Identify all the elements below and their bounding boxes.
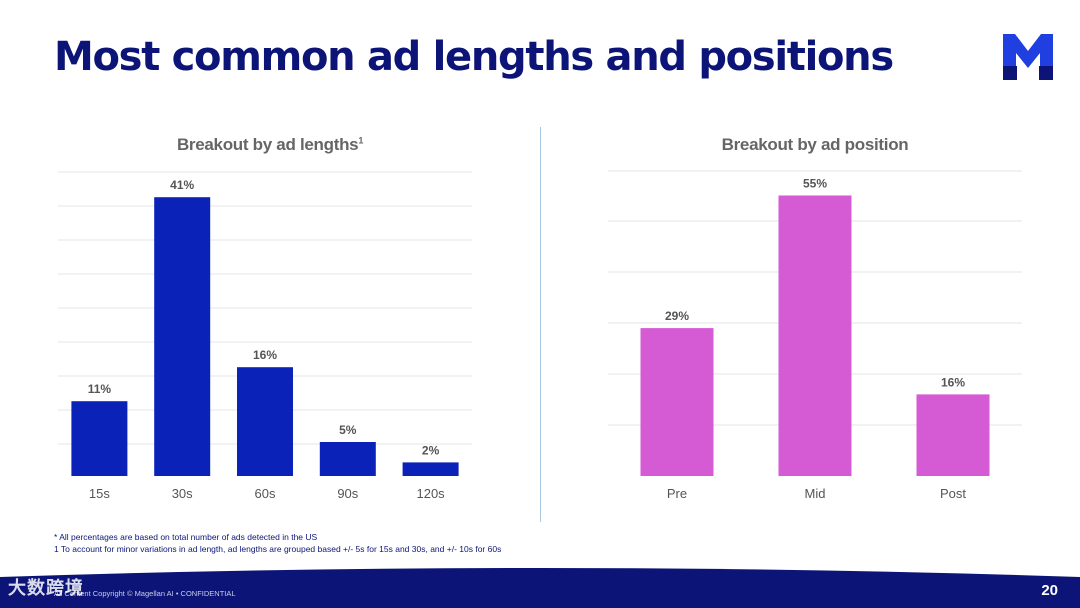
positions-chart-title: Breakout by ad position bbox=[721, 135, 909, 154]
chart-divider bbox=[540, 127, 541, 522]
bar-Mid bbox=[778, 195, 852, 476]
footer-band bbox=[0, 568, 1080, 608]
watermark-text: 大数跨境 bbox=[8, 578, 84, 598]
page-number: 20 bbox=[1041, 582, 1058, 599]
data-label: 2% bbox=[422, 443, 440, 457]
bar-60s bbox=[237, 367, 293, 476]
copyright-text: All Content Copyright © Magellan AI • CO… bbox=[54, 589, 236, 598]
data-label: 41% bbox=[170, 178, 194, 192]
bar-120s bbox=[402, 462, 459, 476]
data-label: 5% bbox=[339, 423, 357, 437]
footnotes: * All percentages are based on total num… bbox=[54, 531, 501, 555]
x-tick-label: 15s bbox=[89, 486, 110, 501]
lengths-chart-title: Breakout by ad lengths1 bbox=[176, 135, 364, 154]
bar-Post bbox=[916, 394, 990, 476]
x-tick-label: 90s bbox=[337, 486, 358, 501]
footnote-1: * All percentages are based on total num… bbox=[54, 532, 318, 542]
data-label: 55% bbox=[803, 177, 827, 191]
x-tick-label: 120s bbox=[416, 486, 445, 501]
x-tick-label: 60s bbox=[255, 486, 276, 501]
page-title: Most common ad lengths and positions bbox=[54, 34, 894, 80]
x-tick-label: 30s bbox=[172, 486, 193, 501]
footnote-2: 1 To account for minor variations in ad … bbox=[54, 544, 502, 554]
x-tick-label: Post bbox=[940, 486, 966, 501]
data-label: 29% bbox=[665, 309, 689, 323]
data-label: 11% bbox=[88, 382, 112, 396]
bar-30s bbox=[154, 197, 211, 476]
data-label: 16% bbox=[253, 348, 277, 362]
magellan-logo-icon bbox=[1003, 34, 1053, 80]
bar-90s bbox=[319, 442, 376, 476]
data-label: 16% bbox=[941, 375, 965, 389]
x-tick-label: Pre bbox=[667, 486, 687, 501]
x-tick-label: Mid bbox=[805, 486, 826, 501]
bar-15s bbox=[71, 401, 128, 476]
bar-Pre bbox=[640, 328, 714, 476]
